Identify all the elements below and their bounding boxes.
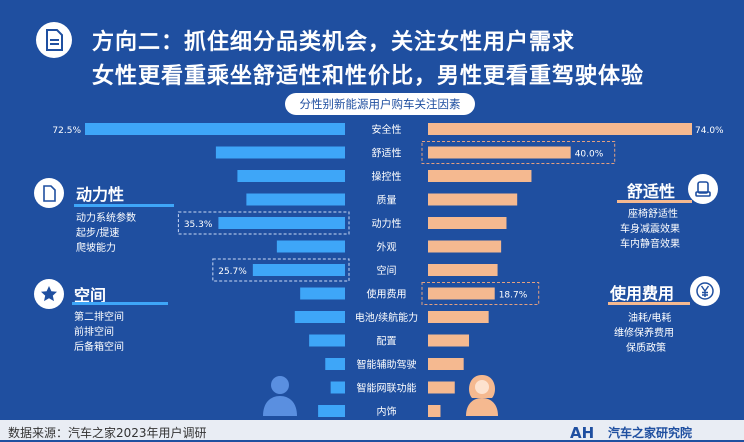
- feature-cost-item: 保质政策: [626, 343, 666, 354]
- bar-right-2: [428, 170, 532, 182]
- category-label-3: 质量: [377, 195, 397, 207]
- category-label-10: 智能辅助驾驶: [357, 358, 417, 371]
- document-icon: [36, 22, 72, 58]
- feature-cost-heading: 使用费用: [610, 284, 675, 303]
- category-label-8: 电池/续航能力: [355, 311, 418, 324]
- bar-left-7: [300, 287, 345, 300]
- page-title-line-2: 女性更看重乘坐舒适性和性价比，男性更看重驾驶体验: [92, 64, 645, 89]
- category-label-5: 外观: [377, 242, 397, 254]
- category-label-12: 内饰: [377, 405, 397, 418]
- bar-right-11: [428, 381, 455, 394]
- category-label-0: 安全性: [372, 123, 402, 136]
- feature-comfort-rule: [617, 200, 692, 203]
- brand-name: 汽车之家研究院: [608, 426, 693, 440]
- chart-title: 分性别新能源用户购车关注因素: [285, 93, 475, 115]
- data-label-2: 25.7%: [218, 267, 247, 277]
- feature-power-item: 动力系统参数: [76, 213, 136, 224]
- bar-left-11: [330, 381, 345, 394]
- category-label-11: 智能网联功能: [357, 382, 417, 395]
- bar-left-4: [218, 217, 345, 229]
- bar-left-0: [85, 123, 345, 135]
- feature-space-item: 第二排空间: [74, 312, 124, 323]
- yen-icon: [690, 276, 720, 306]
- data-label-5: 18.7%: [499, 291, 528, 301]
- feature-space-item: 前排空间: [74, 327, 114, 338]
- page-title-line-1: 方向二：抓住细分品类机会，关注女性用户需求: [92, 30, 576, 55]
- data-label-3: 74.0%: [695, 126, 724, 136]
- seat-icon: [688, 174, 718, 204]
- bar-left-9: [309, 334, 345, 347]
- bar-right-4: [428, 217, 507, 229]
- highlight-box-5: [421, 282, 540, 305]
- feature-comfort-heading: 舒适性: [627, 182, 676, 201]
- feature-cost-item: 维修保养费用: [614, 328, 674, 339]
- category-label-6: 空间: [377, 264, 397, 277]
- bar-right-9: [428, 334, 470, 347]
- category-label-7: 使用费用: [367, 288, 407, 301]
- feature-power-heading: 动力性: [76, 185, 125, 204]
- feature-power-item: 爬坡能力: [76, 243, 116, 254]
- feature-comfort-item: 车身减震效果: [620, 224, 680, 235]
- bar-right-0: [428, 123, 692, 135]
- feature-comfort-item: 座椅舒适性: [628, 209, 678, 220]
- highlight-box-4: [421, 141, 616, 164]
- bar-right-5: [428, 240, 502, 253]
- feature-cost-rule: [608, 302, 690, 305]
- star-icon: [34, 279, 64, 309]
- bar-left-1: [215, 146, 345, 159]
- highlight-box-1: [177, 211, 350, 235]
- data-label-1: 35.3%: [184, 220, 213, 230]
- bar-right-7: [428, 287, 495, 300]
- feature-power-rule: [74, 204, 174, 207]
- bar-right-3: [428, 193, 518, 206]
- bar-left-5: [276, 240, 345, 253]
- footer-strip: [0, 420, 744, 440]
- category-label-9: 配置: [377, 336, 397, 348]
- female-user-icon: [466, 375, 498, 416]
- brand-logo: AH: [570, 424, 595, 442]
- category-label-2: 操控性: [372, 170, 402, 183]
- feature-space-heading: 空间: [74, 286, 107, 305]
- highlight-box-2: [212, 258, 350, 282]
- data-source: 数据来源：汽车之家2023年用户调研: [8, 426, 207, 440]
- category-label-4: 动力性: [372, 217, 402, 230]
- bar-left-12: [318, 405, 345, 417]
- feature-comfort-item: 车内静音效果: [620, 239, 680, 250]
- feature-space-rule: [72, 302, 168, 305]
- bar-right-6: [428, 264, 498, 276]
- bar-left-8: [294, 311, 345, 323]
- data-label-4: 40.0%: [575, 150, 604, 160]
- bar-left-3: [246, 193, 345, 206]
- bar-left-2: [237, 170, 345, 182]
- bar-right-1: [428, 146, 571, 159]
- category-label-1: 舒适性: [372, 147, 402, 160]
- feature-power-item: 起步/提速: [76, 228, 120, 239]
- document-icon: [34, 178, 64, 208]
- bar-right-10: [428, 358, 464, 370]
- data-label-0: 72.5%: [52, 126, 81, 136]
- bar-left-6: [252, 264, 345, 276]
- bar-left-10: [325, 358, 345, 370]
- feature-space-item: 后备箱空间: [74, 342, 124, 353]
- bar-right-12: [428, 405, 441, 417]
- bar-right-8: [428, 311, 489, 323]
- male-user-icon: [263, 376, 297, 416]
- feature-cost-item: 油耗/电耗: [628, 313, 672, 324]
